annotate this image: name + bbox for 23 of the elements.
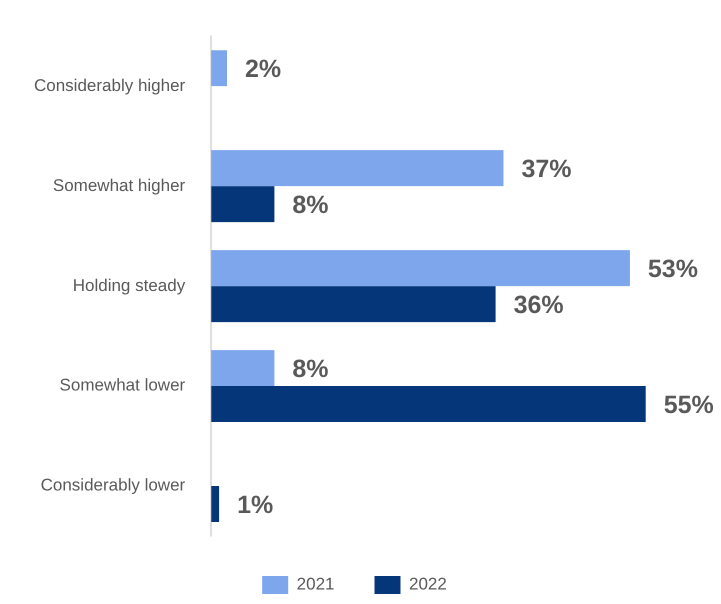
bar (211, 50, 227, 86)
data-label: 2% (245, 55, 282, 84)
legend-label: 2021 (296, 574, 335, 594)
legend-label: 2022 (409, 574, 447, 594)
y-tick-label: Considerably higher (34, 76, 186, 95)
data-label: 8% (292, 354, 329, 383)
data-label: 8% (292, 191, 329, 220)
bar (211, 350, 274, 386)
y-tick-label: Considerably lower (40, 476, 186, 495)
y-tick-label: Holding steady (72, 276, 186, 295)
bar (211, 286, 496, 322)
data-label: 36% (514, 290, 564, 319)
data-label: 37% (522, 155, 572, 184)
data-label: 55% (664, 390, 714, 419)
data-label: 53% (648, 255, 698, 283)
y-tick-label: Somewhat lower (60, 376, 186, 395)
bar (211, 250, 630, 286)
y-tick-label: Somewhat higher (52, 176, 186, 195)
bar (211, 186, 274, 222)
bar (211, 386, 646, 422)
bar (211, 486, 220, 522)
bar (211, 150, 504, 186)
data-label: 1% (237, 490, 274, 519)
